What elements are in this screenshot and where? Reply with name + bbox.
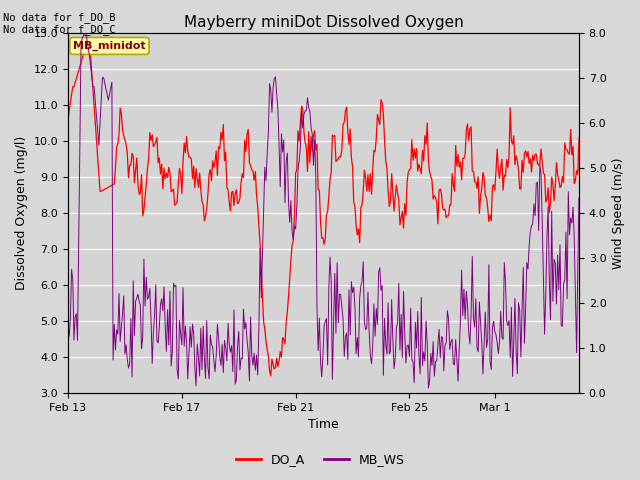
Text: No data for f_DO_B
No data for f_DO_C: No data for f_DO_B No data for f_DO_C (3, 12, 116, 36)
Legend: DO_A, MB_WS: DO_A, MB_WS (230, 448, 410, 471)
X-axis label: Time: Time (308, 419, 339, 432)
Title: Mayberry miniDot Dissolved Oxygen: Mayberry miniDot Dissolved Oxygen (184, 15, 463, 30)
Text: MB_minidot: MB_minidot (73, 41, 146, 51)
Y-axis label: Dissolved Oxygen (mg/l): Dissolved Oxygen (mg/l) (15, 136, 28, 290)
Y-axis label: Wind Speed (m/s): Wind Speed (m/s) (612, 157, 625, 269)
